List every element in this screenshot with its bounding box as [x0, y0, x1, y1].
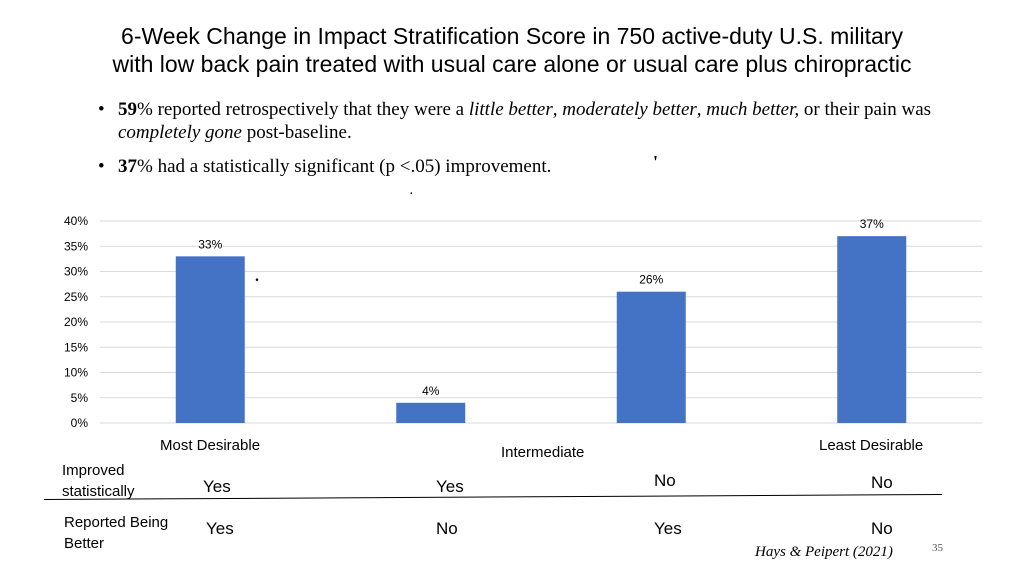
bullet-1-moderately-better: moderately better [562, 99, 697, 120]
row1-cell-2: Yes [436, 477, 464, 496]
stray-mark: ' [653, 152, 659, 172]
bullet-1-number: 59 [118, 99, 137, 120]
y-tick-label: 40% [64, 214, 88, 228]
bullet-list: • 59% reported retrospectively that they… [98, 98, 978, 189]
page-number: 35 [932, 542, 943, 554]
row1-cell-1: Yes [203, 477, 231, 496]
bullet-1-completely-gone: completely gone [118, 122, 242, 143]
bullet-item-2: • 37% had a statistically significant (p… [98, 155, 978, 178]
data-label: 33% [198, 237, 222, 251]
data-label: 4% [422, 384, 440, 398]
row2-cell-4: No [871, 519, 893, 538]
y-tick-label: 20% [64, 315, 88, 329]
bullet-marker: • [98, 99, 105, 120]
bullet-1-much-better: much better, [706, 99, 800, 120]
data-label: 37% [860, 217, 884, 231]
row-label-reported-being-better: Reported Being Better [64, 514, 169, 552]
row2-cell-2: No [436, 519, 458, 538]
y-tick-label: 10% [64, 366, 88, 380]
y-tick-label: 5% [71, 391, 89, 405]
bar [616, 291, 686, 423]
table-divider-line [43, 493, 942, 500]
bullet-1-percent: % [137, 99, 153, 120]
bars [175, 236, 907, 423]
y-tick-label: 0% [71, 416, 89, 430]
bar-chart: 0% 5% 10% 15% 20% 25% 30% 35% 40% 33% 4% 26% 37% [64, 214, 982, 430]
data-labels: 33% 4% 26% 37% [198, 217, 884, 398]
bullet-1-text-b: or their pain was [799, 99, 932, 120]
y-tick-label: 30% [64, 265, 88, 279]
stray-dot: . [410, 186, 413, 197]
row2-cell-3: Yes [654, 519, 682, 538]
bullet-1-sep-b: , [696, 99, 707, 120]
grid-lines [100, 220, 982, 424]
y-tick-label: 15% [64, 340, 88, 354]
bullet-1-little-better: little better [468, 99, 553, 120]
category-label-intermediate: Intermediate [501, 444, 585, 461]
bullet-2-percent: % [137, 156, 153, 177]
category-label-most-desirable: Most Desirable [160, 437, 261, 454]
bar [396, 402, 466, 423]
bar [837, 236, 907, 423]
bullet-2-text: had a statistically significant (p <.05)… [152, 156, 552, 177]
row2-cell-1: Yes [206, 519, 234, 538]
row1-cell-3: No [654, 471, 676, 490]
y-axis-ticks: 0% 5% 10% 15% 20% 25% 30% 35% 40% [64, 214, 88, 430]
title-line-2: with low back pain treated with usual ca… [112, 51, 912, 77]
row1-cell-4: No [871, 473, 893, 492]
bar [175, 256, 245, 423]
bullet-1-sep-a: , [552, 99, 563, 120]
bullet-1-text-a: reported retrospectively that they were … [152, 99, 469, 120]
bullet-2-number: 37 [118, 156, 137, 177]
y-tick-label: 25% [64, 290, 88, 304]
row-label-improved-statistically: Improved statistically [62, 462, 135, 500]
bullet-marker: • [98, 156, 105, 177]
bullet-item-1: • 59% reported retrospectively that they… [98, 98, 978, 144]
source-citation: Hays & Peipert (2021) [755, 544, 893, 560]
bullet-1-text-c: post-baseline. [241, 122, 352, 143]
slide-title: 6-Week Change in Impact Stratification S… [20, 22, 1004, 78]
stray-dot: . [255, 268, 259, 285]
category-label-least-desirable: Least Desirable [819, 437, 924, 454]
data-label: 26% [639, 273, 663, 287]
title-line-1: 6-Week Change in Impact Stratification S… [121, 23, 903, 49]
y-tick-label: 35% [64, 239, 88, 253]
